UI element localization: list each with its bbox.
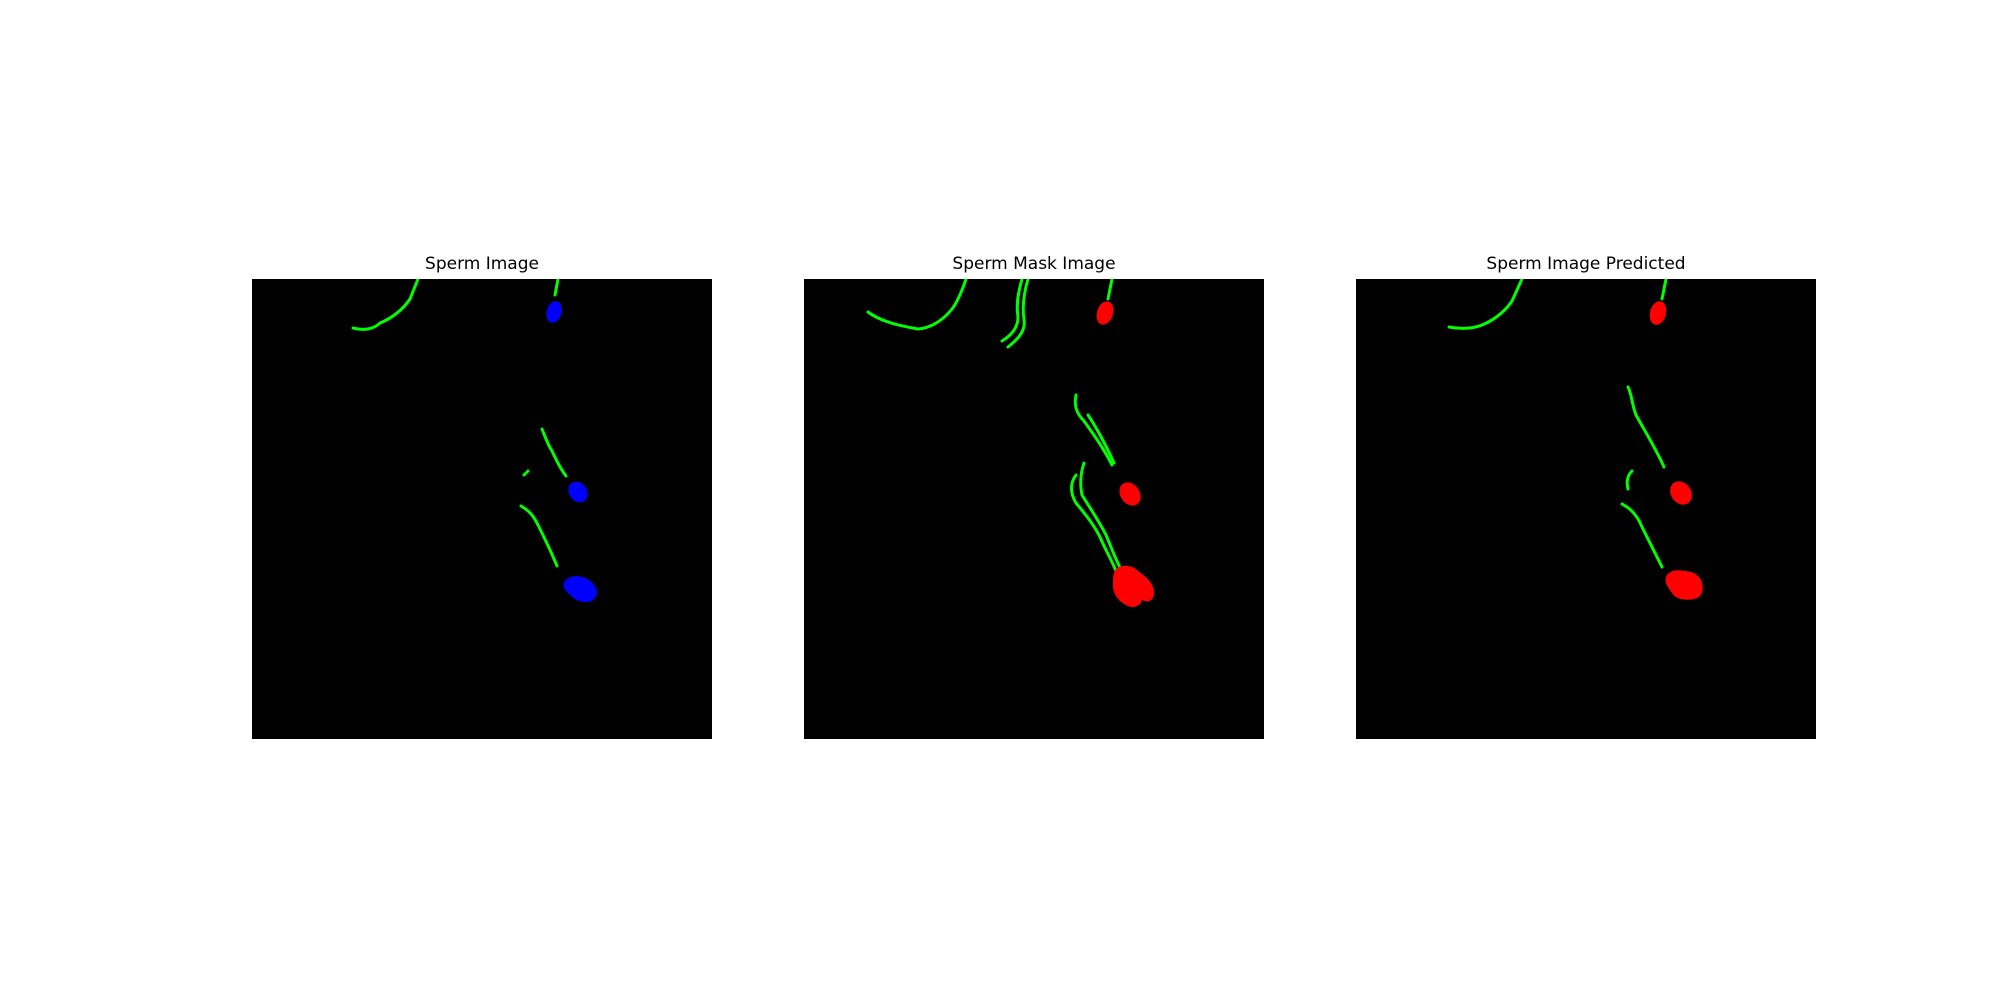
- tail-segment: [519, 504, 559, 568]
- tail-segment: [1070, 473, 1118, 573]
- tail-segment: [1447, 279, 1524, 330]
- segmentation-image: [351, 279, 598, 603]
- tail-segment: [540, 427, 568, 478]
- panel-title: Sperm Image Predicted: [1486, 254, 1686, 274]
- segmentation-image: [1447, 279, 1703, 600]
- sperm-head: [546, 301, 562, 323]
- tail-segment: [1626, 385, 1666, 469]
- sperm-head: [1670, 481, 1692, 505]
- sperm-head: [568, 481, 588, 503]
- tail-segment: [1106, 279, 1114, 301]
- tail-segment: [553, 279, 560, 297]
- tail-segment: [1000, 279, 1024, 343]
- tail-segment: [1079, 461, 1086, 497]
- tail-segment: [1080, 493, 1124, 573]
- sperm-head: [1096, 301, 1114, 325]
- tail-segment: [1086, 413, 1116, 465]
- tail-segment: [1660, 279, 1668, 301]
- panel-title: Sperm Mask Image: [952, 254, 1116, 274]
- image-canvas: [1356, 279, 1816, 739]
- image-canvas: [252, 279, 712, 739]
- tail-segment: [1625, 469, 1634, 491]
- sperm-head: [1112, 565, 1154, 608]
- sperm-head: [563, 576, 598, 603]
- image-canvas: [804, 279, 1264, 739]
- tail-segment: [522, 469, 530, 477]
- panel-title: Sperm Image: [425, 254, 539, 274]
- tail-segment: [1006, 279, 1030, 349]
- sperm-head: [1649, 301, 1667, 325]
- tail-segment: [866, 279, 968, 331]
- sperm-head: [1119, 482, 1141, 506]
- tail-segment: [1073, 393, 1114, 467]
- segmentation-image: [866, 279, 1154, 608]
- tail-segment: [351, 279, 420, 331]
- tail-segment: [1620, 502, 1664, 569]
- sperm-head: [1665, 570, 1703, 600]
